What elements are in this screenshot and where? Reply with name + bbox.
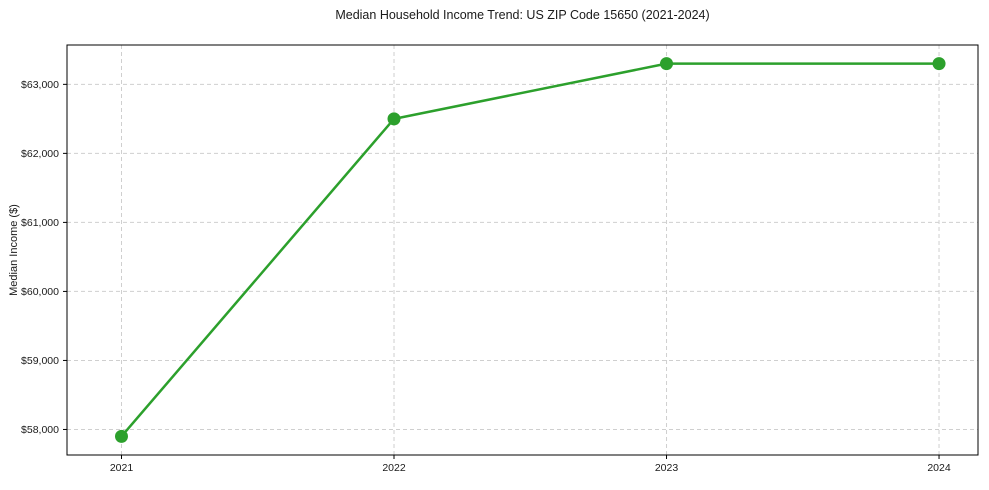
y-tick-label: $61,000 (21, 217, 59, 229)
y-tick-label: $62,000 (21, 148, 59, 160)
data-point (932, 57, 946, 71)
plot-border (66, 44, 979, 456)
y-tick-label: $63,000 (21, 79, 59, 91)
data-point (660, 57, 674, 71)
series-line (120, 62, 941, 438)
y-tick-label: $59,000 (21, 355, 59, 367)
chart-title: Median Household Income Trend: US ZIP Co… (335, 8, 710, 22)
data-point (387, 112, 401, 126)
x-tick-label: 2024 (927, 462, 951, 474)
x-tick-label: 2023 (655, 462, 679, 474)
y-tick-label: $58,000 (21, 424, 59, 436)
y-tick-label: $60,000 (21, 286, 59, 298)
x-tick-label: 2022 (382, 462, 406, 474)
x-tick-label: 2021 (110, 462, 134, 474)
data-point (115, 429, 129, 443)
